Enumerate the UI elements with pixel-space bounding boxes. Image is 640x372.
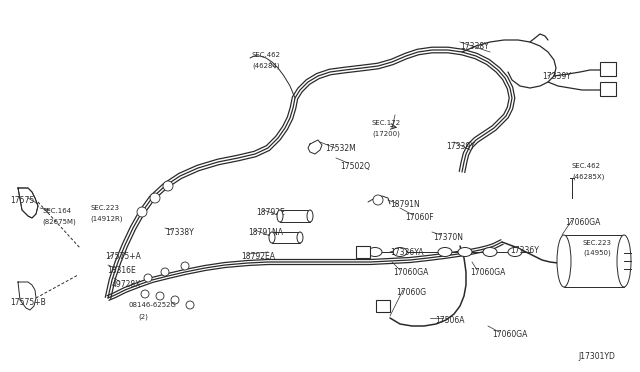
Ellipse shape <box>557 235 571 287</box>
Circle shape <box>141 290 149 298</box>
Text: 17338Y: 17338Y <box>460 42 489 51</box>
Ellipse shape <box>438 247 452 257</box>
Circle shape <box>144 274 152 282</box>
Ellipse shape <box>269 232 275 243</box>
Text: B: B <box>360 249 365 255</box>
Text: (2): (2) <box>138 314 148 321</box>
Text: (14950): (14950) <box>583 250 611 257</box>
Text: 08146-6252G: 08146-6252G <box>128 302 176 308</box>
Bar <box>272 232 300 243</box>
Text: (82675M): (82675M) <box>42 218 76 224</box>
Ellipse shape <box>393 247 407 257</box>
Bar <box>280 210 310 222</box>
Text: 17060GA: 17060GA <box>393 268 428 277</box>
Text: 17060GA: 17060GA <box>565 218 600 227</box>
Ellipse shape <box>458 247 472 257</box>
Text: B: B <box>605 84 611 93</box>
Circle shape <box>161 268 169 276</box>
Ellipse shape <box>617 235 631 287</box>
Text: 17336Y: 17336Y <box>510 246 539 255</box>
Text: 17060F: 17060F <box>405 213 434 222</box>
Text: SEC.462: SEC.462 <box>572 163 601 169</box>
Text: 17336YA: 17336YA <box>390 248 424 257</box>
Circle shape <box>171 296 179 304</box>
Text: 18792EA: 18792EA <box>241 252 275 261</box>
Ellipse shape <box>297 232 303 243</box>
Ellipse shape <box>307 210 313 222</box>
Text: SEC.164: SEC.164 <box>42 208 71 214</box>
Text: 17506A: 17506A <box>435 316 465 325</box>
Text: 17338Y: 17338Y <box>165 228 194 237</box>
Ellipse shape <box>483 247 497 257</box>
Text: 17339Y: 17339Y <box>446 142 475 151</box>
Polygon shape <box>308 140 322 154</box>
Text: 49728X: 49728X <box>112 280 141 289</box>
Text: (17200): (17200) <box>372 130 400 137</box>
Text: 17532M: 17532M <box>325 144 356 153</box>
Text: 17339Y: 17339Y <box>542 72 571 81</box>
FancyBboxPatch shape <box>376 300 390 312</box>
FancyBboxPatch shape <box>356 246 370 258</box>
Text: 17060GA: 17060GA <box>492 330 527 339</box>
Text: (14912R): (14912R) <box>90 215 122 221</box>
Text: A: A <box>605 64 611 74</box>
Text: 17502Q: 17502Q <box>340 162 370 171</box>
Text: 18791N: 18791N <box>390 200 420 209</box>
Circle shape <box>186 301 194 309</box>
Text: SEC.462: SEC.462 <box>252 52 281 58</box>
Circle shape <box>156 292 164 300</box>
Text: 17060G: 17060G <box>396 288 426 297</box>
Ellipse shape <box>368 247 382 257</box>
Text: SEC.223: SEC.223 <box>90 205 119 211</box>
Text: SEC.172: SEC.172 <box>372 120 401 126</box>
Text: 17575+B: 17575+B <box>10 298 45 307</box>
Circle shape <box>137 207 147 217</box>
Text: (46285X): (46285X) <box>572 173 604 180</box>
Circle shape <box>150 193 160 203</box>
Text: 17575+A: 17575+A <box>105 252 141 261</box>
FancyBboxPatch shape <box>600 62 616 76</box>
Circle shape <box>373 195 383 205</box>
FancyBboxPatch shape <box>600 82 616 96</box>
Text: 17575: 17575 <box>10 196 35 205</box>
Text: A: A <box>380 303 386 309</box>
Text: 17060GA: 17060GA <box>470 268 506 277</box>
Text: 17370N: 17370N <box>433 233 463 242</box>
Text: SEC.223: SEC.223 <box>583 240 612 246</box>
Text: 18316E: 18316E <box>107 266 136 275</box>
Ellipse shape <box>277 210 283 222</box>
Bar <box>564 235 624 287</box>
Circle shape <box>181 262 189 270</box>
Text: J17301YD: J17301YD <box>578 352 615 361</box>
Text: 18791NA: 18791NA <box>248 228 283 237</box>
Text: (46284): (46284) <box>252 62 280 68</box>
Text: 18792E: 18792E <box>256 208 285 217</box>
Ellipse shape <box>508 247 522 257</box>
Circle shape <box>163 181 173 191</box>
